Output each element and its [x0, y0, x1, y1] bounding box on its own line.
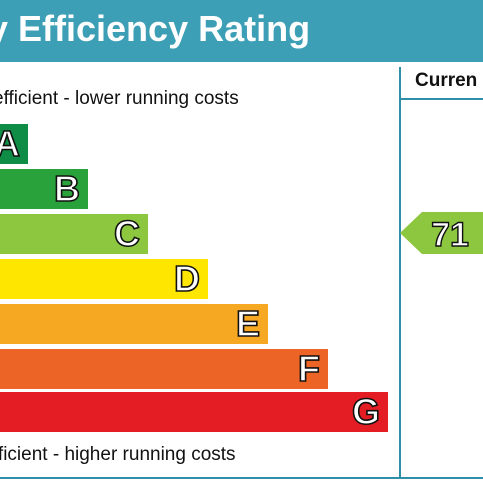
bottom-caption: fficient - higher running costs: [0, 444, 236, 465]
band-d: D: [0, 257, 208, 300]
band-letter-d: D: [173, 257, 201, 300]
current-column-header: Curren: [415, 70, 478, 91]
current-rating-arrow-shape: [400, 212, 483, 254]
band-letter-e: E: [235, 302, 261, 345]
band-letter-a: A: [0, 122, 21, 165]
band-letter-c: C: [113, 212, 141, 255]
current-rating-value: 71: [431, 216, 469, 254]
band-a: A: [0, 122, 28, 165]
header-underline: [399, 98, 483, 100]
frame-divider-line: [399, 67, 401, 478]
page-title: y Efficiency Rating: [0, 8, 311, 49]
band-letter-b: B: [53, 167, 81, 210]
frame-bottom-line: [0, 477, 483, 479]
band-letter-f: F: [297, 347, 321, 390]
band-f: F: [0, 347, 328, 390]
band-b: B: [0, 167, 88, 210]
current-rating-arrow: 71: [400, 212, 483, 255]
title-bar: y Efficiency Rating: [0, 0, 483, 62]
band-letter-g: G: [351, 390, 381, 433]
top-caption: efficient - lower running costs: [0, 88, 239, 109]
band-c: C: [0, 212, 148, 255]
band-e: E: [0, 302, 268, 345]
band-g: G: [0, 390, 388, 433]
